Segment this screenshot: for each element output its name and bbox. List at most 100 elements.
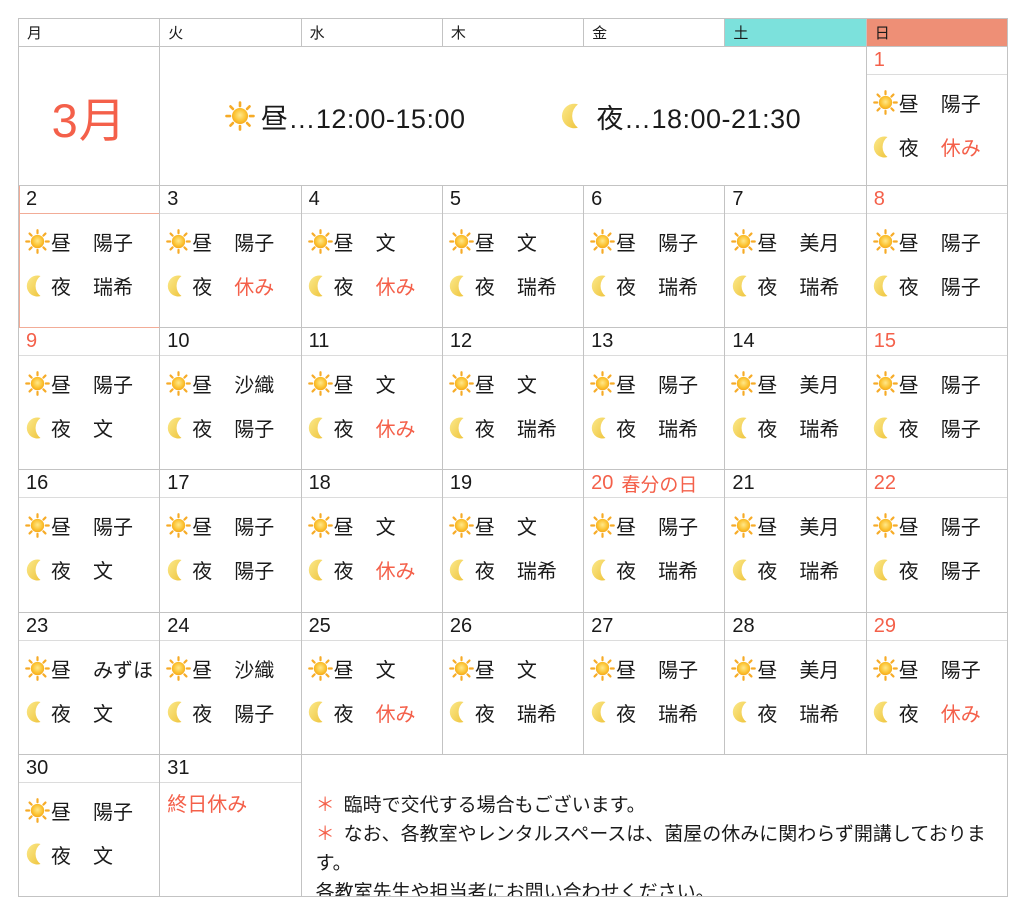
day-number: 15 [866,328,1007,357]
night-shift-name: 陽子 [940,277,981,299]
moon-icon [590,557,615,582]
day-number-text: 22 [873,472,896,495]
day-number: 29 [866,613,1007,641]
day-number: 19 [442,470,584,499]
day-number-text: 16 [26,472,49,495]
night-shift-name: 文 [93,703,113,726]
day-shift-row: 昼 陽子 [872,654,1007,683]
moon-icon [873,134,898,159]
day-cell-12: 12 昼 文 夜 瑞希 [442,328,585,471]
night-shift-name: 文 [93,845,113,868]
day-shift-name: 文 [516,517,537,540]
night-shift-label: 夜 [898,138,919,160]
day-shift-name: 陽子 [93,517,133,540]
day-shift-name: 美月 [799,517,840,540]
day-cell-22: 22 昼 陽子 夜 陽子 [866,470,1008,613]
day-cell-8: 8 昼 陽子 夜 陽子 [866,186,1008,329]
day-shift-name: 文 [375,659,396,682]
night-shift-label: 夜 [51,561,71,584]
day-shift-name: 美月 [799,375,840,398]
moon-icon [590,273,615,298]
night-shift-label: 夜 [333,703,354,726]
day-shift-label: 昼 [51,233,71,255]
night-shift-label: 夜 [616,703,637,726]
night-shift-name: 瑞希 [658,419,699,442]
day-number-text: 7 [732,188,744,210]
moon-icon [731,557,756,582]
month-title-cell: 3月 [19,47,161,186]
sun-icon [25,797,50,823]
day-number-text: 10 [167,330,190,353]
moon-icon [590,415,615,440]
day-shift-row: 昼 文 [307,511,442,540]
night-shift-label: 夜 [51,277,71,299]
night-shift-label: 夜 [616,561,637,584]
day-cell-2: 2 昼 陽子 夜 瑞希 [19,186,161,329]
night-shift-row: 夜 瑞希 [590,271,724,300]
day-number: 7 [725,186,866,214]
day-number: 11 [301,328,442,357]
night-shift-label: 夜 [192,561,213,584]
day-shift-label: 昼 [51,801,71,824]
day-shift-name: 文 [375,233,396,255]
day-number-text: 29 [873,614,896,637]
day-number-text: 11 [308,330,330,353]
day-shift-row: 昼 文 [307,654,442,683]
day-shift-name: 陽子 [93,233,133,255]
day-cell-27: 27 昼 陽子 夜 瑞希 [584,612,726,755]
day-shift-label: 昼 [757,659,778,682]
day-shift-label: 昼 [333,375,354,398]
moon-icon [25,557,50,582]
day-number-text: 3 [167,188,179,210]
night-shift-row: 夜 瑞希 [731,698,865,727]
note-line: ＊なお、各教室やレンタルスペースは、菌屋の休みに関わらず開講しております。 [316,820,995,878]
note-line: ＊ 臨時で交代する場合もございます。 [316,791,995,820]
day-cell-10: 10 昼 沙織 夜 陽子 [160,328,302,471]
note-text: 臨時で交代する場合もございます。 [343,794,646,816]
night-shift-label: 夜 [474,277,495,299]
night-shift-row: 夜 休み [308,555,442,584]
day-cell-28: 28 昼 美月 夜 瑞希 [725,612,867,755]
sun-icon [731,513,757,539]
night-shift-name: 文 [93,419,113,442]
day-number: 24 [160,613,301,641]
night-shift-label: 夜 [898,419,919,442]
sun-icon [25,655,50,681]
day-shift-label: 昼 [616,233,637,255]
day-number: 5 [442,186,584,214]
legend-day-text: 昼…12:00-15:00 [260,103,466,134]
sun-icon [449,371,474,397]
night-shift-name: 瑞希 [516,277,557,299]
night-shift-name: 瑞希 [799,277,840,299]
night-shift-name: 休み [234,277,275,299]
day-number-text: 12 [449,330,473,353]
day-shift-row: 昼 文 [449,511,583,540]
day-shift-label: 昼 [51,659,71,682]
night-shift-label: 夜 [474,703,495,726]
night-shift-row: 夜 休み [308,413,442,442]
night-shift-label: 夜 [192,277,213,299]
day-cell-5: 5 昼 文 夜 瑞希 [442,186,585,329]
night-shift-row: 夜 陽子 [166,555,300,584]
day-number-text: 19 [449,472,473,495]
night-shift-name: 瑞希 [799,561,840,584]
day-shift-row: 昼 陽子 [872,511,1007,540]
sun-icon [731,655,757,681]
day-shift-label: 昼 [333,659,354,682]
sun-icon [25,229,50,254]
day-number: 21 [725,470,866,499]
night-shift-name: 休み [375,703,416,726]
march-shift-calendar: 月 火 水 木 金 土 日 3月 昼…12:00-15:00 夜…18:00-2… [18,18,1008,897]
day-shift-name: 文 [516,659,537,682]
moon-icon [25,842,50,867]
sun-icon [25,371,50,397]
day-number: 30 [19,755,160,783]
day-number: 14 [725,328,866,357]
moon-icon [308,273,333,298]
day-number-text: 21 [732,472,755,495]
day-cell-4: 4 昼 文 夜 休み [301,186,443,329]
day-number-text: 25 [308,614,331,637]
day-shift-name: 陽子 [658,233,699,255]
moon-icon [308,700,333,725]
day-shift-row: 昼 文 [307,369,442,398]
